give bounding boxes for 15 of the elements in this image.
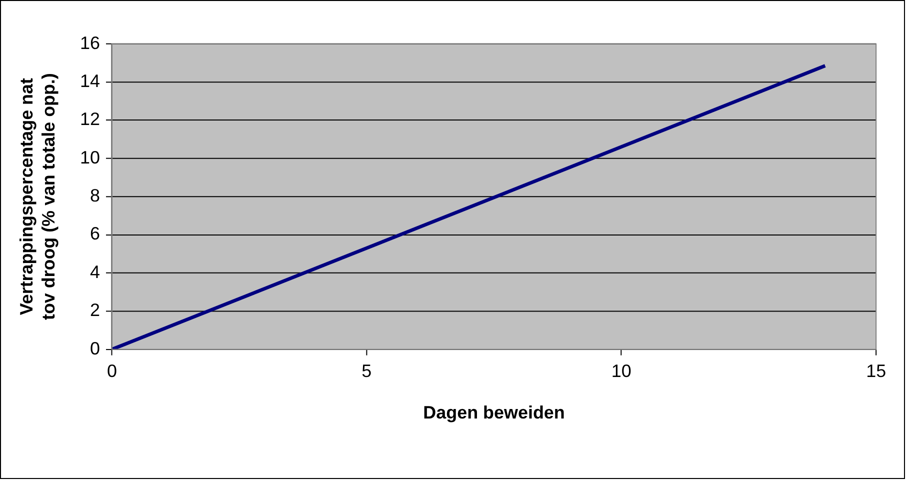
x-axis-title: Dagen beweiden	[423, 402, 565, 422]
y-axis-title: Vertrappingspercentage nat tov droog (% van totale opp.)	[16, 73, 58, 320]
y-tick-label: 12	[80, 109, 100, 130]
y-tick-label: 6	[90, 224, 100, 244]
x-tick-label: 15	[866, 361, 886, 381]
x-tick-label: 0	[106, 361, 117, 381]
y-tick-label: 0	[90, 338, 100, 358]
x-tick-label: 10	[611, 361, 632, 381]
x-tick-label: 5	[362, 361, 372, 381]
y-tick-label: 4	[90, 262, 100, 282]
y-tick-label: 16	[80, 32, 100, 53]
y-tick-label: 10	[80, 147, 100, 168]
y-tick-label: 8	[90, 186, 100, 206]
y-tick-label: 2	[90, 300, 100, 320]
y-tick-label: 14	[80, 70, 100, 91]
